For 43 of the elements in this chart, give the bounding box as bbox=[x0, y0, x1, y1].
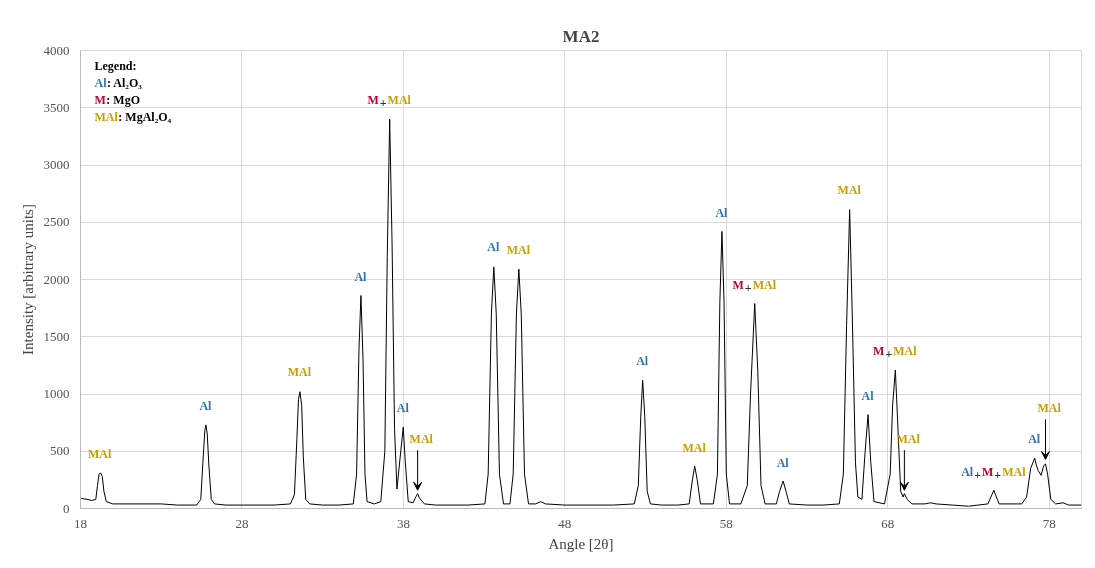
y-tick-label: 1500 bbox=[43, 328, 70, 344]
x-tick-label: 58 bbox=[719, 515, 733, 531]
annotation: Al bbox=[636, 354, 649, 369]
annotation: Al bbox=[199, 399, 213, 414]
annotation: M+MAl bbox=[367, 93, 412, 111]
y-tick-label: 3500 bbox=[43, 99, 70, 115]
x-tick-label: 28 bbox=[235, 515, 249, 531]
x-tick-label: 78 bbox=[1042, 515, 1056, 531]
annotation: MAl: MgAl₂O₄ bbox=[94, 109, 172, 124]
annotation: MAl bbox=[506, 243, 531, 258]
annotation: Al bbox=[1028, 431, 1041, 446]
annotation: MAl bbox=[682, 440, 707, 455]
x-tick-label: 38 bbox=[396, 515, 410, 531]
annotation: Al bbox=[715, 205, 729, 220]
annotation: Al bbox=[861, 389, 875, 404]
x-axis-title: Angle [2θ] bbox=[548, 535, 614, 552]
y-axis-title: Intensity [arbitrary units] bbox=[19, 204, 36, 355]
annotation: Al+M+MAl bbox=[961, 464, 1027, 482]
annotation: M: MgO bbox=[94, 92, 140, 107]
annotation: MAl bbox=[409, 432, 434, 447]
y-tick-label: 4000 bbox=[43, 42, 70, 58]
x-tick-label: 68 bbox=[881, 515, 895, 531]
chart-title: MA2 bbox=[562, 26, 600, 46]
annotation: MAl bbox=[88, 447, 113, 462]
annotation: MAl bbox=[1037, 401, 1062, 416]
annotation: Al: Al₂O₃ bbox=[94, 75, 143, 90]
annotation: Al bbox=[396, 400, 410, 415]
y-tick-label: 500 bbox=[50, 443, 70, 459]
annotation: MAl bbox=[287, 365, 312, 380]
y-tick-label: 2500 bbox=[43, 214, 70, 230]
annotation: MAl bbox=[837, 183, 862, 198]
annotation: M+MAl bbox=[873, 344, 918, 362]
y-tick-label: 1000 bbox=[43, 386, 70, 401]
y-tick-label: 2000 bbox=[43, 271, 70, 287]
annotation: M+MAl bbox=[732, 278, 777, 295]
x-tick-label: 48 bbox=[558, 515, 572, 531]
annotation: Al bbox=[776, 455, 790, 470]
annotation: Al bbox=[354, 269, 368, 284]
y-tick-label: 3000 bbox=[43, 157, 70, 172]
x-tick-label: 18 bbox=[74, 515, 87, 531]
y-tick-label: 0 bbox=[63, 500, 70, 516]
annotation: Al bbox=[487, 240, 500, 255]
annotation: Legend: bbox=[94, 58, 137, 73]
